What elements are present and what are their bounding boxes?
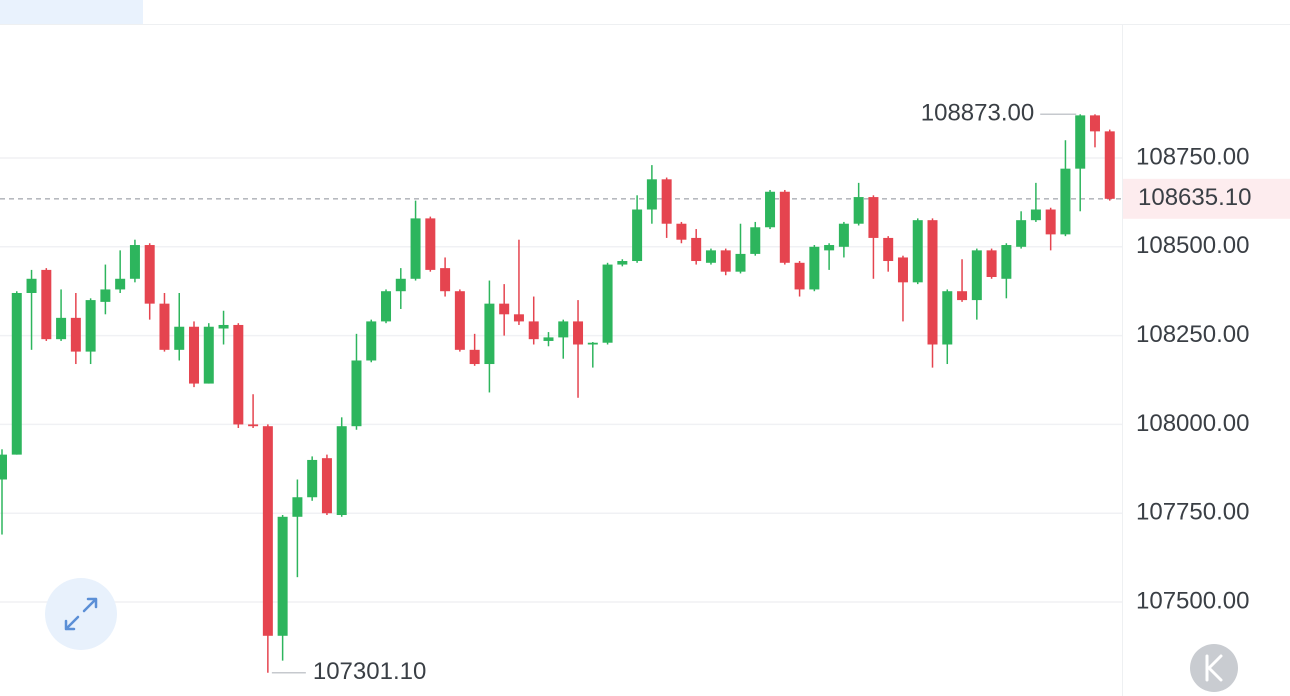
tab-highlight xyxy=(0,0,143,24)
candle-body xyxy=(26,278,37,293)
candle-body xyxy=(617,261,628,265)
candle-body xyxy=(144,245,155,304)
expand-button[interactable] xyxy=(45,578,117,650)
candle-body xyxy=(853,197,864,224)
candle-body xyxy=(779,191,790,263)
candle-body xyxy=(321,458,332,514)
candle-body xyxy=(897,257,908,283)
candle-body xyxy=(883,237,894,262)
candle-body xyxy=(85,300,96,352)
candle-body xyxy=(70,317,81,352)
candle-body xyxy=(351,360,362,427)
candle-body xyxy=(233,324,244,425)
candle-body xyxy=(425,218,436,270)
candle-body xyxy=(218,324,229,329)
candle-body xyxy=(661,179,672,224)
candle-body xyxy=(824,245,835,251)
candle-body xyxy=(440,268,451,292)
candle-body xyxy=(469,349,480,365)
kline-button[interactable] xyxy=(1190,644,1238,692)
candle-body xyxy=(573,321,584,345)
candle-body xyxy=(1016,220,1027,247)
candle-body xyxy=(1001,245,1012,279)
candle-body xyxy=(838,223,849,247)
candle-body xyxy=(1104,131,1115,199)
candle-body xyxy=(735,253,746,272)
y-tick-label: 108500.00 xyxy=(1136,232,1249,259)
candle-body xyxy=(1045,209,1056,235)
candle-body xyxy=(632,209,643,262)
candle-body xyxy=(248,424,259,427)
candle-body xyxy=(646,179,657,210)
candle-body xyxy=(794,262,805,290)
candle-body xyxy=(1089,115,1100,132)
candle-body xyxy=(0,454,7,480)
candle-body xyxy=(100,289,111,302)
candle-body xyxy=(395,278,406,292)
y-tick-label: 107750.00 xyxy=(1136,499,1249,526)
y-tick-label: 108750.00 xyxy=(1136,143,1249,170)
candle-body xyxy=(1060,168,1071,235)
labels: 108750.00 108500.00 108250.00 108000.00 1077… xyxy=(271,100,1290,685)
candle-body xyxy=(765,191,776,228)
candle-body xyxy=(203,326,214,384)
candle-body xyxy=(189,326,200,384)
candle-body xyxy=(410,218,421,279)
candle-body xyxy=(1075,115,1086,169)
candle-body xyxy=(366,321,377,361)
candle-body xyxy=(691,237,702,262)
last-price-label: 108635.10 xyxy=(1138,184,1251,211)
candle-body xyxy=(499,303,510,315)
candle-body xyxy=(912,220,923,283)
candle-body xyxy=(262,426,273,636)
candle-body xyxy=(720,250,731,272)
candle-body xyxy=(971,250,982,301)
grid xyxy=(0,157,1122,603)
candle-body xyxy=(705,250,716,263)
candle-body xyxy=(129,245,140,279)
last-price-bg xyxy=(1123,178,1290,219)
annotation-label: 107301.10 xyxy=(313,658,426,685)
candle-body xyxy=(528,321,539,340)
candle-body xyxy=(336,426,347,516)
candle-body xyxy=(454,291,465,350)
candle-body xyxy=(809,246,820,290)
annotation-label: 108873.00 xyxy=(921,100,1034,127)
candle-body xyxy=(277,516,288,636)
candle-body xyxy=(484,303,495,365)
candle-body xyxy=(513,314,524,322)
candle-body xyxy=(750,227,761,254)
candle-body xyxy=(957,291,968,301)
candle-body xyxy=(11,292,22,455)
y-tick-label: 108000.00 xyxy=(1136,410,1249,437)
candle-body xyxy=(292,497,303,517)
candles xyxy=(0,114,1115,673)
candle-body xyxy=(558,321,569,338)
y-tick-label: 107500.00 xyxy=(1136,587,1249,614)
candle-body xyxy=(115,278,126,290)
candle-body xyxy=(676,223,687,240)
candle-body xyxy=(307,459,318,498)
candle-body xyxy=(986,250,997,278)
candle-body xyxy=(543,337,554,341)
candle-body xyxy=(41,269,52,340)
candle-body xyxy=(56,317,67,340)
candle-body xyxy=(868,197,879,238)
candle-body xyxy=(159,303,170,350)
candle-body xyxy=(381,291,392,322)
candle-body xyxy=(927,220,938,345)
candle-body xyxy=(602,264,613,343)
candle-body xyxy=(1030,209,1041,221)
candle-body xyxy=(942,291,953,345)
y-tick-label: 108250.00 xyxy=(1136,321,1249,348)
candle-body xyxy=(174,326,185,350)
candle-body xyxy=(587,342,598,345)
